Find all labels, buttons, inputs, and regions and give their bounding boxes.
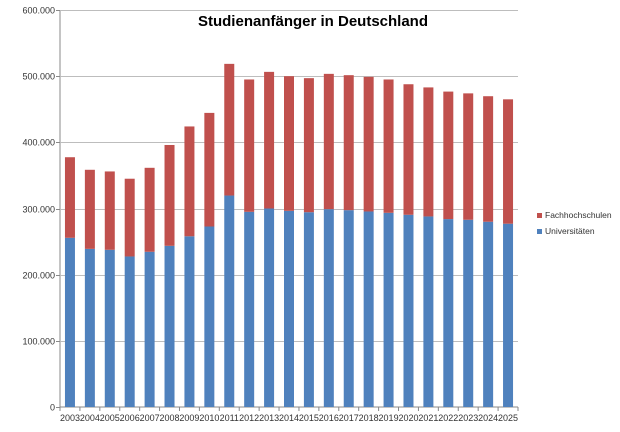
bar-fachhochschulen-2011 (224, 63, 235, 196)
bar-universitäten-2019 (383, 212, 394, 407)
x-tick-label: 2021 (418, 413, 438, 423)
x-tick-label: 2011 (220, 413, 239, 423)
x-tick-label: 2013 (259, 413, 279, 423)
bar-universitäten-2017 (343, 210, 354, 407)
x-tick-label: 2003 (60, 413, 80, 423)
bar-fachhochschulen-2020 (403, 84, 414, 215)
bar-universitäten-2003 (64, 237, 75, 407)
bar-universitäten-2007 (144, 251, 155, 407)
bar-fachhochschulen-2017 (343, 75, 354, 211)
x-tick-label: 2012 (239, 413, 259, 423)
bar-fachhochschulen-2019 (383, 79, 394, 213)
bar-fachhochschulen-2013 (264, 71, 275, 209)
bar-fachhochschulen-2022 (443, 91, 454, 220)
bar-universitäten-2015 (303, 212, 314, 407)
x-tick-label: 2004 (80, 413, 100, 423)
bar-universitäten-2014 (284, 210, 294, 407)
x-tick-label: 2025 (498, 413, 518, 423)
bar-universitäten-2013 (264, 208, 275, 407)
bar-fachhochschulen-2007 (144, 167, 155, 252)
x-tick-label: 2007 (140, 413, 160, 423)
bar-universitäten-2024 (483, 221, 494, 407)
bar-fachhochschulen-2025 (503, 99, 514, 224)
bar-universitäten-2025 (503, 223, 514, 407)
legend-swatch-fachhochschulen (537, 213, 542, 218)
bar-fachhochschulen-2004 (84, 169, 95, 249)
bar-universitäten-2004 (84, 248, 95, 407)
bar-fachhochschulen-2008 (164, 144, 175, 246)
legend-label-fachhochschulen: Fachhochschulen (545, 210, 612, 220)
x-tick-label: 2010 (199, 413, 219, 423)
bar-universitäten-2010 (204, 226, 215, 407)
x-tick-label: 2009 (179, 413, 199, 423)
bar-fachhochschulen-2021 (423, 87, 434, 217)
bar-fachhochschulen-2005 (104, 171, 115, 250)
bar-universitäten-2011 (224, 195, 235, 407)
bar-fachhochschulen-2016 (323, 73, 334, 210)
chart-title: Studienanfänger in Deutschland (198, 13, 428, 30)
x-tick-label: 2024 (478, 413, 498, 423)
y-tick-label: 0 (50, 403, 55, 413)
bar-universitäten-2023 (463, 219, 474, 407)
legend-swatch-universitäten (537, 229, 542, 234)
bar-universitäten-2008 (164, 245, 175, 407)
x-tick-label: 2008 (160, 413, 180, 423)
x-tick-label: 2022 (438, 413, 458, 423)
bar-fachhochschulen-2015 (303, 78, 314, 213)
x-tick-label: 2016 (319, 413, 339, 423)
bar-fachhochschulen-2014 (284, 76, 294, 211)
x-tick-label: 2005 (100, 413, 120, 423)
bar-fachhochschulen-2024 (483, 96, 494, 222)
bar-fachhochschulen-2006 (124, 178, 135, 257)
y-tick-label: 400.000 (22, 138, 55, 148)
bar-fachhochschulen-2012 (244, 79, 255, 212)
bar-universitäten-2016 (323, 209, 334, 407)
y-tick-label: 300.000 (22, 205, 55, 215)
x-tick-label: 2015 (299, 413, 319, 423)
bar-universitäten-2020 (403, 214, 414, 407)
legend-label-universitäten: Universitäten (545, 226, 595, 236)
bar-fachhochschulen-2009 (184, 126, 195, 237)
x-tick-label: 2023 (458, 413, 478, 423)
bar-fachhochschulen-2010 (204, 112, 215, 227)
bar-universitäten-2009 (184, 236, 195, 407)
bar-fachhochschulen-2023 (463, 93, 474, 220)
bar-fachhochschulen-2003 (64, 157, 75, 238)
bar-universitäten-2012 (244, 211, 255, 407)
x-tick-label: 2017 (339, 413, 359, 423)
bar-universitäten-2018 (363, 211, 374, 407)
bar-universitäten-2005 (104, 249, 115, 407)
bar-universitäten-2022 (443, 219, 454, 407)
y-tick-label: 200.000 (22, 271, 55, 281)
bar-fachhochschulen-2018 (363, 76, 374, 212)
y-tick-label: 500.000 (22, 72, 55, 82)
bar-universitäten-2021 (423, 216, 434, 407)
y-tick-label: 100.000 (22, 337, 55, 347)
x-tick-label: 2019 (379, 413, 399, 423)
x-tick-label: 2014 (279, 413, 299, 423)
bar-universitäten-2006 (124, 256, 135, 407)
x-tick-label: 2006 (120, 413, 140, 423)
x-tick-label: 2018 (359, 413, 379, 423)
y-tick-label: 600.000 (22, 6, 55, 16)
x-tick-label: 2020 (398, 413, 418, 423)
